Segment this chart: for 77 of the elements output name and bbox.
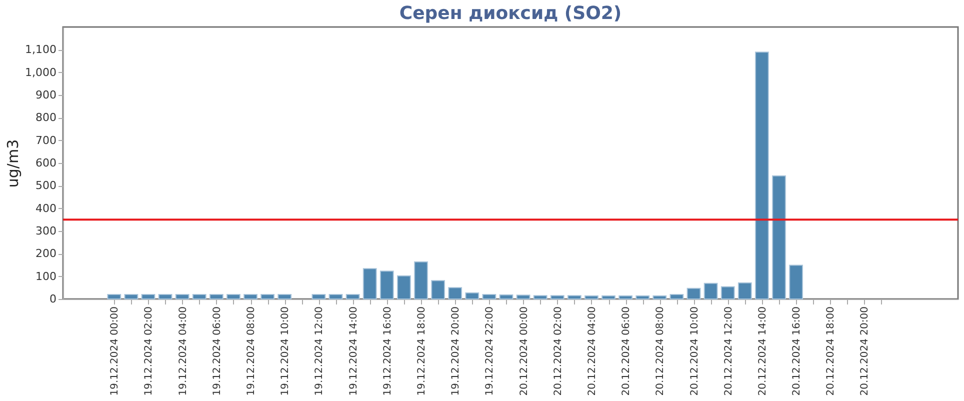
x-tick-label: 19.12.2024 04:00: [178, 306, 189, 396]
bar: [362, 268, 377, 300]
x-tick-label: 20.12.2024 02:00: [552, 306, 564, 396]
x-tick-label: 19.12.2024 02:00: [144, 306, 155, 396]
x-tick-label: 19.12.2024 18:00: [416, 306, 428, 396]
x-tick-label: 20.12.2024 14:00: [757, 306, 768, 396]
bar: [550, 295, 564, 300]
x-tick-label: 20.12.2024 10:00: [689, 306, 700, 396]
bar: [686, 288, 701, 300]
y-tick-label: 900: [36, 88, 56, 102]
bar: [738, 282, 752, 300]
bar: [312, 294, 326, 300]
bar: [584, 295, 598, 300]
y-axis-title: ug/m3: [4, 139, 22, 188]
x-tick-label: 19.12.2024 10:00: [280, 306, 292, 396]
x-tick-label: 20.12.2024 04:00: [586, 306, 598, 396]
bar: [244, 294, 258, 300]
y-tick-label: 200: [36, 247, 56, 260]
bar: [499, 294, 514, 300]
bar: [755, 52, 769, 300]
bar: [704, 282, 718, 300]
x-tick-label: 20.12.2024 00:00: [518, 306, 530, 396]
y-tick-label: 0: [50, 292, 56, 306]
x-tick-label: 20.12.2024 06:00: [621, 306, 632, 396]
bar: [278, 294, 292, 300]
x-tick-label: 19.12.2024 08:00: [246, 306, 258, 396]
bar: [602, 295, 616, 300]
bar: [618, 295, 633, 300]
bar: [720, 286, 735, 300]
y-tick-label: 300: [36, 224, 56, 238]
bar: [533, 295, 548, 300]
bar: [346, 294, 360, 300]
x-tick-label: 19.12.2024 12:00: [314, 306, 326, 396]
bar: [772, 175, 786, 300]
x-tick-label: 19.12.2024 06:00: [212, 306, 223, 396]
bar: [636, 295, 650, 300]
x-tick-label: 20.12.2024 16:00: [792, 306, 803, 396]
x-tick-label: 19.12.2024 16:00: [382, 306, 394, 396]
bar: [652, 295, 667, 300]
bar: [141, 294, 156, 300]
y-tick-label: 700: [36, 134, 56, 147]
bar: [328, 294, 343, 300]
bar: [465, 292, 480, 300]
bar: [158, 294, 172, 300]
x-tick-label: 20.12.2024 12:00: [723, 306, 734, 396]
y-tick-label: 600: [36, 156, 56, 170]
bar: [670, 294, 684, 300]
x-tick-label: 20.12.2024 20:00: [860, 306, 871, 396]
bar: [516, 294, 530, 300]
x-tick-label: 19.12.2024 00:00: [110, 306, 121, 396]
y-tick-label: 1,100: [25, 43, 56, 56]
y-tick-label: 100: [36, 270, 56, 283]
x-tick-label: 20.12.2024 08:00: [655, 306, 666, 396]
chart-title: Серен диоксид (SO2): [399, 3, 622, 24]
bar: [192, 294, 206, 300]
y-tick-label: 1,000: [25, 66, 56, 79]
bar: [431, 280, 445, 300]
bar: [260, 294, 275, 300]
y-tick-label: 500: [36, 179, 56, 192]
bar: [209, 294, 224, 300]
bar: [482, 294, 496, 300]
y-tick-label: 400: [36, 202, 56, 215]
x-tick-label: 19.12.2024 22:00: [484, 306, 496, 396]
bar: [380, 270, 394, 300]
bar: [414, 261, 428, 300]
y-tick-label: 800: [36, 111, 56, 124]
bar: [397, 275, 411, 300]
x-tick-label: 19.12.2024 20:00: [450, 306, 462, 396]
bar: [175, 294, 190, 300]
bar: [789, 264, 803, 300]
bar: [567, 295, 582, 300]
bar: [107, 294, 122, 300]
x-tick-label: 19.12.2024 14:00: [348, 306, 360, 396]
bar: [124, 294, 138, 300]
x-tick-label: 20.12.2024 18:00: [826, 306, 837, 396]
bar: [226, 294, 240, 300]
bar: [448, 287, 462, 300]
